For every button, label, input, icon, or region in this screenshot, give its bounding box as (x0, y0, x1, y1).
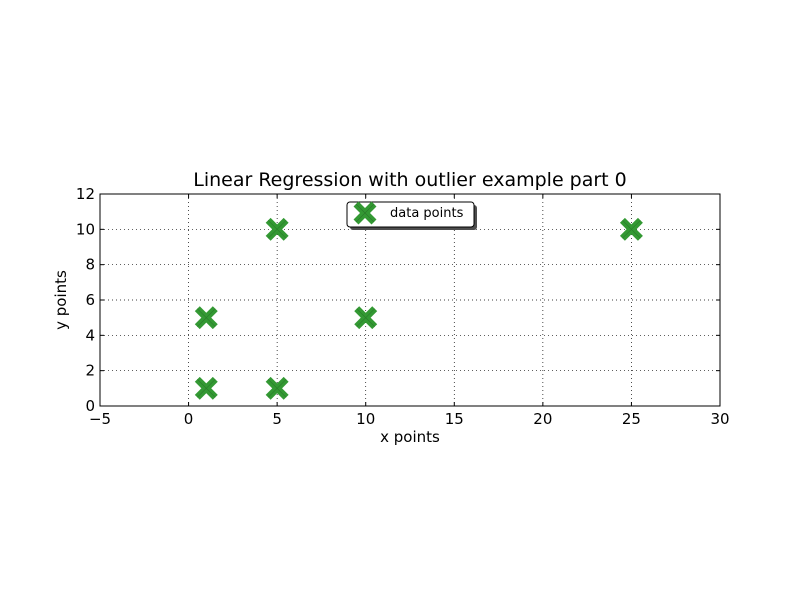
chart-title: Linear Regression with outlier example p… (193, 169, 627, 191)
y-tick-labels: 0 2 4 6 8 10 12 (76, 185, 95, 415)
x-tick-label: 0 (184, 410, 194, 428)
x-tick-label: 5 (272, 410, 282, 428)
legend-marker-icon (353, 201, 377, 225)
data-point-x-icon (265, 217, 289, 241)
data-point-x-icon (265, 376, 289, 400)
legend-box (346, 201, 475, 228)
legend: data points (346, 201, 477, 230)
x-tick-label: 30 (710, 410, 729, 428)
x-axis-label: x points (380, 428, 440, 446)
y-tick-label: 0 (85, 397, 95, 415)
data-points (194, 217, 643, 400)
x-tick-label: −5 (89, 410, 111, 428)
data-point-x-icon (194, 306, 218, 330)
x-tick-label: 10 (356, 410, 375, 428)
y-axis-label: y points (52, 270, 70, 330)
data-point-x-icon (194, 376, 218, 400)
legend-x-icon (353, 201, 377, 225)
x-tick-label: 15 (445, 410, 464, 428)
x-tick-label: 20 (533, 410, 552, 428)
grid-lines (100, 194, 720, 406)
y-tick-label: 12 (76, 185, 95, 203)
x-tick-labels: −5 0 5 10 15 20 25 30 (89, 410, 730, 428)
x-tick-label: 25 (622, 410, 641, 428)
y-tick-label: 10 (76, 220, 95, 238)
y-tick-label: 6 (85, 291, 95, 309)
data-point-x-icon (619, 217, 643, 241)
y-tick-label: 4 (85, 326, 95, 344)
plot-frame (99, 193, 721, 407)
data-point-x-icon (354, 306, 378, 330)
y-tick-label: 8 (85, 256, 95, 274)
legend-entry-label: data points (390, 206, 464, 221)
y-tick-label: 2 (85, 362, 95, 380)
